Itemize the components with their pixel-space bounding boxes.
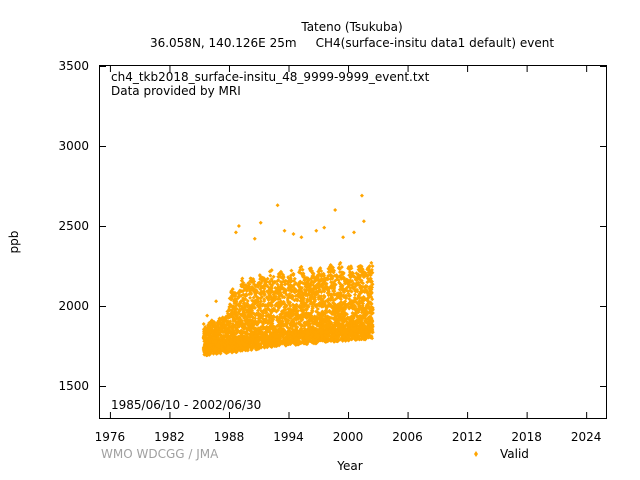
data-point <box>231 328 236 333</box>
legend-marker <box>474 451 478 457</box>
data-point <box>260 294 265 299</box>
x-tick-label: 1994 <box>273 430 304 444</box>
data-point <box>275 203 280 208</box>
data-point <box>314 228 319 233</box>
data-point <box>359 193 364 198</box>
data-point <box>361 219 366 224</box>
data-point <box>247 282 252 287</box>
data-point <box>322 225 327 230</box>
data-point <box>256 299 261 304</box>
data-point <box>214 299 219 304</box>
data-point <box>341 235 346 240</box>
data-point <box>234 299 239 304</box>
data-point <box>253 326 258 331</box>
data-point <box>233 230 238 235</box>
data-point <box>351 230 356 235</box>
x-tick-label: 1988 <box>214 430 245 444</box>
x-tick-label: 2006 <box>392 430 423 444</box>
legend-label: Valid <box>500 447 529 461</box>
credit-text: WMO WDCGG / JMA <box>101 447 219 461</box>
y-tick-label: 2000 <box>58 299 89 313</box>
data-point <box>249 291 254 296</box>
data-point <box>259 299 264 304</box>
data-point <box>240 276 245 281</box>
x-tick-label: 1982 <box>154 430 185 444</box>
data-point <box>253 298 258 303</box>
data-point <box>299 235 304 240</box>
y-tick-label: 3500 <box>58 59 89 73</box>
data-point <box>264 310 269 315</box>
data-point <box>255 308 260 313</box>
x-tick-label: 2000 <box>333 430 364 444</box>
legend: Valid <box>474 447 529 461</box>
data-point <box>252 305 257 310</box>
data-point <box>353 292 358 297</box>
data-point <box>262 292 267 297</box>
data-point <box>370 264 375 269</box>
plot-frame <box>99 65 607 419</box>
x-axis: 1976 1982 1988 1994 2000 2006 2012 2018 2024 <box>95 66 602 444</box>
chart-title: Tateno (Tsukuba) <box>300 20 402 34</box>
data-point <box>243 297 248 302</box>
filename-annotation: ch4_tkb2018_surface-insitu_48_9999-9999_… <box>111 70 430 84</box>
data-point <box>255 289 260 294</box>
data-point <box>252 236 257 241</box>
provider-annotation: Data provided by MRI <box>111 84 241 98</box>
data-point <box>236 224 241 228</box>
data-point <box>258 220 263 225</box>
data-point <box>248 295 253 300</box>
data-point <box>245 299 250 304</box>
x-tick-label: 2012 <box>452 430 483 444</box>
data-point <box>261 313 266 318</box>
y-tick-label: 1500 <box>58 379 89 393</box>
data-point <box>291 232 296 236</box>
data-point <box>201 321 206 326</box>
x-tick-label: 2018 <box>511 430 542 444</box>
x-axis-label: Year <box>336 459 362 473</box>
y-tick-label: 3000 <box>58 139 89 153</box>
data-point <box>227 307 232 312</box>
data-point <box>333 208 338 212</box>
data-point <box>234 306 239 311</box>
y-axis-label: ppb <box>7 231 21 254</box>
data-point <box>282 228 287 233</box>
data-point <box>289 268 294 273</box>
data-point <box>256 284 261 289</box>
data-point <box>252 279 257 284</box>
period-annotation: 1985/06/10 - 2002/06/30 <box>111 398 261 412</box>
x-tick-label: 2024 <box>571 430 602 444</box>
data-point <box>253 316 258 321</box>
data-point <box>260 329 265 334</box>
data-point <box>264 279 269 284</box>
data-point <box>265 276 270 281</box>
y-tick-label: 2500 <box>58 219 89 233</box>
data-point <box>262 298 267 303</box>
chart-subtitle: 36.058N, 140.126E 25m CH4(surface-insitu… <box>150 36 554 50</box>
data-point <box>252 321 257 326</box>
data-point <box>268 273 273 278</box>
data-point <box>241 280 246 285</box>
x-tick-label: 1976 <box>95 430 126 444</box>
y-axis: 1500 2000 2500 3000 3500 <box>58 59 606 393</box>
data-point <box>223 329 228 334</box>
data-point <box>369 260 374 265</box>
plot-points <box>201 193 375 358</box>
data-point <box>212 319 217 324</box>
data-point <box>205 313 210 318</box>
data-point <box>230 287 235 292</box>
